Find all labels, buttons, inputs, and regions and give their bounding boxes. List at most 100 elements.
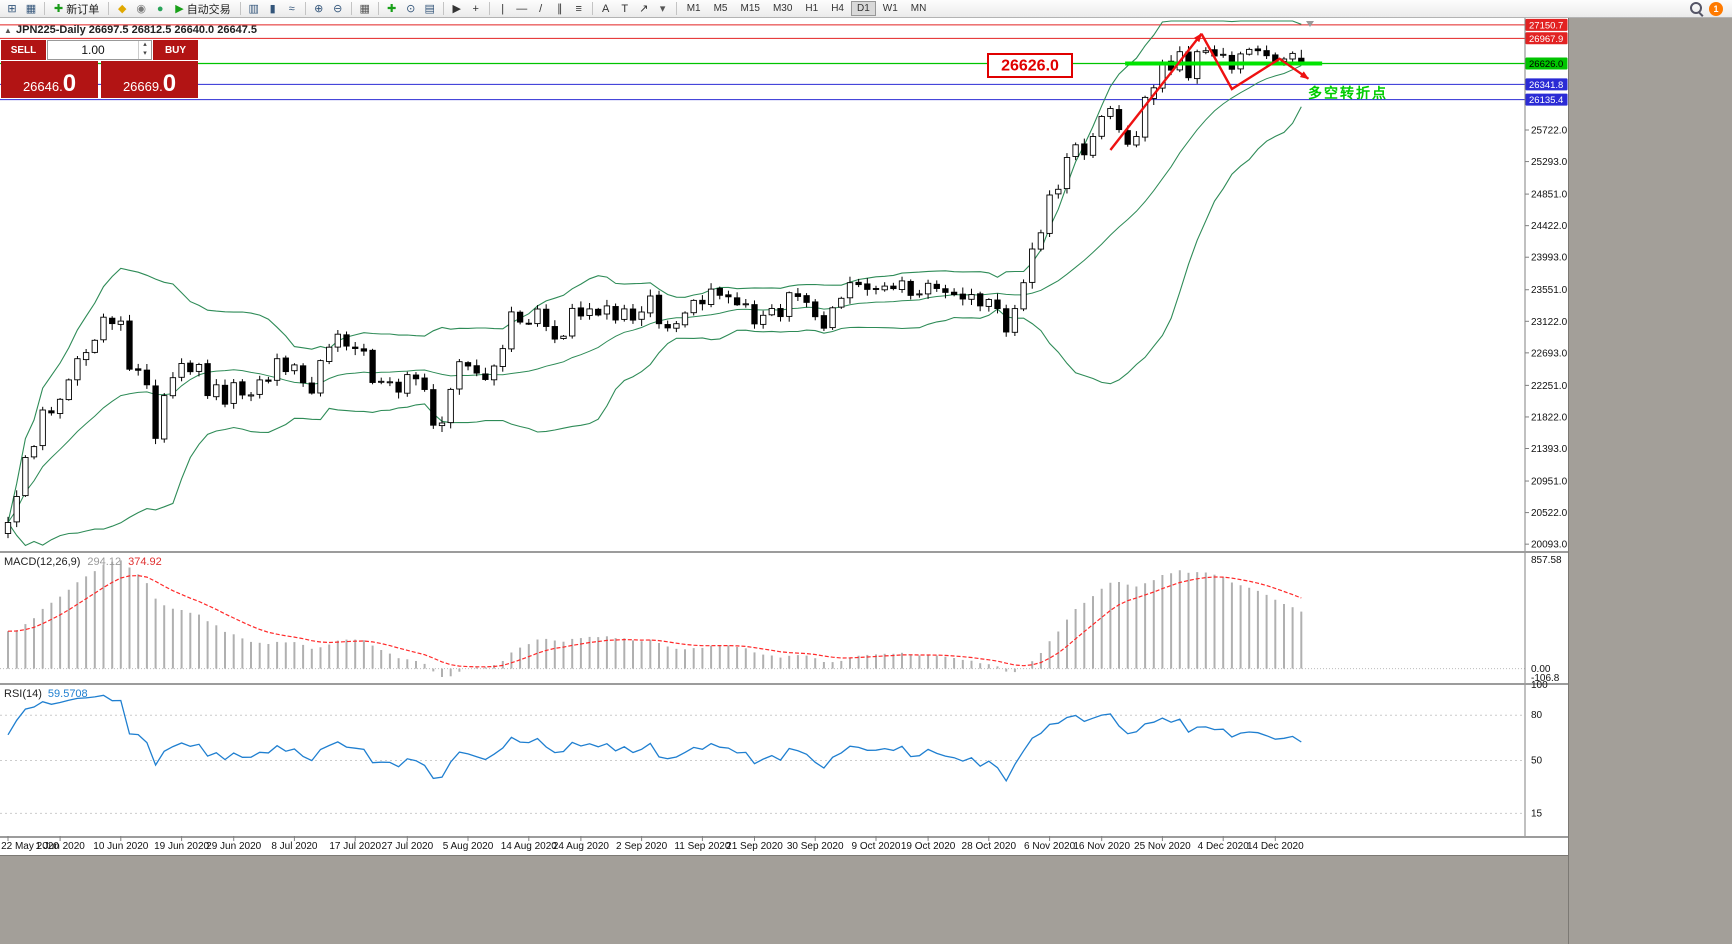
rsi-scale-label: 80 [1531,710,1543,721]
toolbar-separator [304,2,306,15]
date-label: 2 Sep 2020 [616,841,668,852]
candle-body [4,522,12,534]
candle-body [265,379,272,382]
toolbar-separator [675,2,677,15]
candle-body [299,365,307,384]
timeframe-m1-button[interactable]: M1 [686,3,701,14]
candle-body [213,384,220,398]
cursor-icon[interactable]: ▶ [452,2,461,15]
arrow-tools-icon[interactable]: ↗ [639,2,649,15]
fibonacci-icon[interactable]: ≡ [575,2,582,15]
tools-dropdown-icon[interactable]: ▾ [659,2,666,15]
date-label: 24 Aug 2020 [553,841,610,852]
chart-canvas[interactable]: 25722.0 25293.0 24851.0 24422.0 23993.0 23551… [0,18,1568,855]
candle-body [91,339,98,353]
auto-trading-button[interactable]: ▶ 自动交易 [170,1,235,17]
candle-body [334,333,341,348]
candle-body [933,283,940,289]
chart-shift-marker[interactable] [1306,21,1314,27]
candle-body [1046,194,1053,234]
channel-icon[interactable]: ∥ [556,2,563,15]
new-chart-icon[interactable]: ⊞ [7,2,17,15]
vertical-line-icon[interactable]: | [501,2,505,15]
candle-body [612,306,619,321]
chart-profiles-icon[interactable]: ▦ [25,2,37,15]
sell-price[interactable]: 26646. 0 [1,61,98,98]
tile-windows-icon[interactable]: ▦ [359,2,370,15]
zoom-in-icon[interactable]: ⊕ [314,2,324,15]
volume-decrease-button[interactable]: ▾ [143,50,147,57]
volume-spinner: ▴ ▾ [138,41,151,59]
macd-label: MACD(12,26,9) 294.12 374.92 [4,556,162,568]
price-tick-label: 24422.0 [1531,221,1568,232]
candle-body [647,295,654,314]
timeframe-d1-button[interactable]: D1 [851,1,876,16]
candle-body [516,311,524,323]
sell-price-small: 26646. [22,79,63,94]
horizontal-line-icon[interactable]: — [516,2,528,15]
candle-body [404,374,411,394]
date-label: 5 Aug 2020 [443,841,494,852]
volume-increase-button[interactable]: ▴ [143,41,147,48]
candle-body [1003,308,1010,333]
history-center-icon[interactable]: ◉ [136,2,147,15]
timeframe-m5-button[interactable]: M5 [713,3,728,14]
search-icon[interactable] [1689,1,1704,16]
notification-badge[interactable]: 1 [1709,1,1723,16]
timeframe-m30-button[interactable]: M30 [772,3,793,14]
candle-body [152,385,159,439]
candle-body [204,363,211,397]
indicators-add-icon[interactable]: ✚ [387,2,397,15]
toolbar: ⊞ ▦ ✚ 新订单 ◆ ◉ ● ▶ 自动交易 ▥ ▮ ≈ ⊕ ⊖ ▦ ✚ ⊙ ▤ ▶ + | — / ∥ ≡ A T ↗ ▾ M1 M5 M1… [0,0,1732,18]
chart-window: 25722.0 25293.0 24851.0 24422.0 23993.0 23551… [0,18,1568,855]
zoom-out-icon[interactable]: ⊖ [333,2,343,15]
candlestick-chart-icon[interactable]: ▮ [269,2,276,15]
timeframe-mn-button[interactable]: MN [910,3,927,14]
bollinger-upper-band [7,20,1302,523]
candle-body [846,282,854,299]
timeframe-h4-button[interactable]: H4 [831,3,844,14]
new-order-button[interactable]: ✚ 新订单 [49,1,104,17]
chart-collapse-arrow[interactable]: ▲ [4,26,12,35]
toolbar-separator [591,2,593,15]
templates-icon[interactable]: ▤ [424,2,435,15]
sell-button[interactable]: SELL [1,40,46,60]
candle-body [786,292,793,317]
date-label: 25 Nov 2020 [1134,841,1191,852]
price-tick-label: 24851.0 [1531,190,1568,201]
text-label-icon[interactable]: T [621,2,629,15]
periods-icon[interactable]: ⊙ [406,2,416,15]
trend-zigzag-2[interactable] [1200,33,1310,91]
candle-body [490,365,498,381]
indicator-diamond-icon[interactable]: ◆ [117,2,127,15]
scripts-icon[interactable]: ● [156,2,164,15]
bar-chart-icon[interactable]: ▥ [248,2,259,15]
candle-body [890,285,897,290]
price-tick-label: 22693.0 [1531,348,1568,359]
timeframe-h1-button[interactable]: H1 [805,3,819,14]
candle-body [499,348,506,367]
candle-body [1124,130,1131,145]
price-scale[interactable] [1525,18,1568,836]
buy-button[interactable]: BUY [153,40,198,60]
candle-body [1202,50,1209,53]
trendline-icon[interactable]: / [539,2,543,15]
text-icon[interactable]: A [602,2,610,15]
candle-body [326,346,333,362]
trend-zigzag-1[interactable] [1109,33,1203,151]
timeframe-m15-button[interactable]: M15 [740,3,760,14]
buy-price[interactable]: 26669. 0 [101,61,198,98]
buy-price-small: 26669. [122,79,163,94]
candle-body [13,496,20,523]
candle-body [430,389,437,426]
turning-point-annotation[interactable]: 多空转折点 [1308,85,1388,101]
price-alert-box[interactable]: 26626.0 [987,53,1073,78]
candle-body [621,308,628,320]
volume-input[interactable] [48,41,138,59]
timeframe-w1-button[interactable]: W1 [882,3,898,14]
candle-body [699,299,706,305]
price-badge-label: 26626.0 [1529,59,1563,70]
crosshair-icon[interactable]: + [472,2,479,15]
line-chart-icon[interactable]: ≈ [288,2,295,15]
